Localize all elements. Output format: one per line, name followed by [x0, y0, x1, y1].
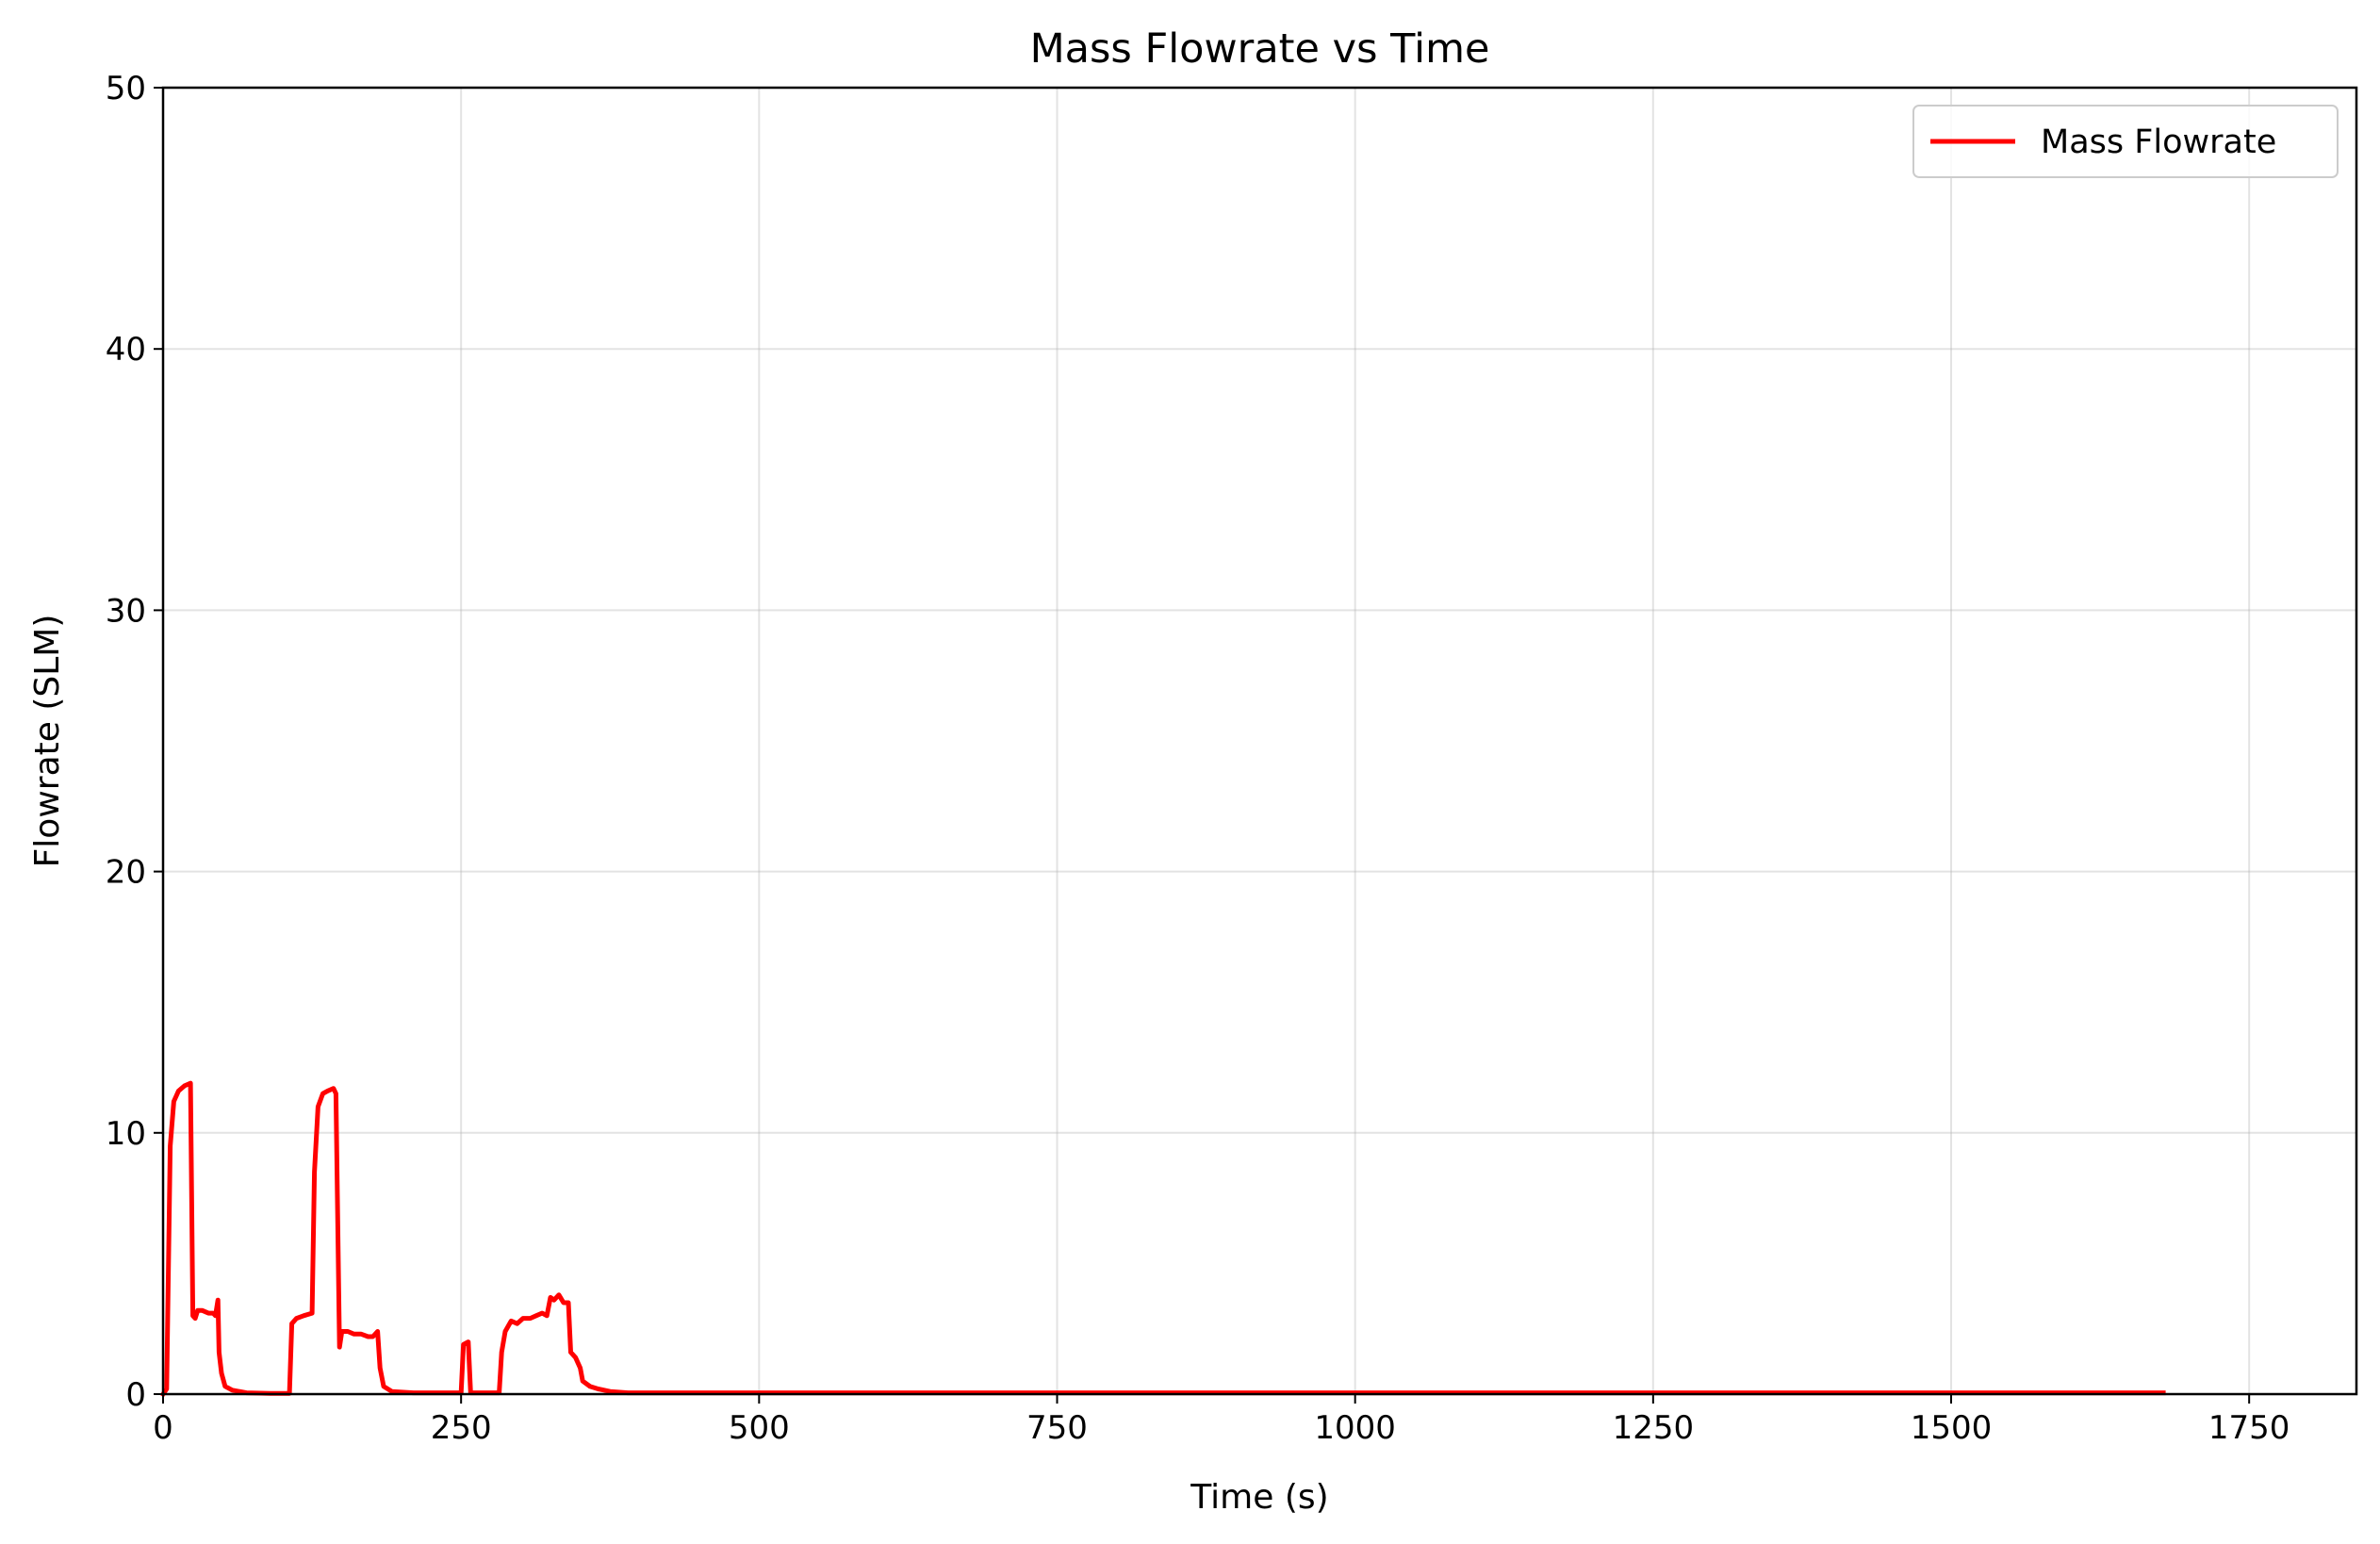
y-tick-label: 40: [106, 331, 146, 369]
y-tick-label: 20: [106, 854, 146, 892]
x-tick-label: 1750: [2208, 1409, 2290, 1447]
series-line-mass-flowrate: [159, 1080, 2166, 1398]
y-tick-label: 10: [106, 1115, 146, 1153]
x-tick-label: 1000: [1314, 1409, 1396, 1447]
chart-title: Mass Flowrate vs Time: [1030, 25, 1490, 73]
y-axis-ticks: 0 10 20 30 40 50: [106, 70, 163, 1414]
y-tick-label: 0: [125, 1376, 146, 1414]
y-tick-label: 50: [106, 70, 146, 107]
x-tick-label: 1250: [1613, 1409, 1695, 1447]
x-tick-label: 500: [729, 1409, 790, 1447]
x-axis-ticks: 0 250 500 750 1000 1250 1500 1750: [153, 1394, 2290, 1447]
legend: Mass Flowrate: [1912, 105, 2339, 178]
x-tick-label: 0: [153, 1409, 173, 1447]
x-tick-label: 1500: [1911, 1409, 1993, 1447]
y-axis-label: Flowrate (SLM): [28, 615, 67, 868]
y-tick-label: 30: [106, 592, 146, 630]
legend-label: Mass Flowrate: [2041, 123, 2276, 161]
series-layer: [159, 1080, 2166, 1398]
x-axis-label: Time (s): [1190, 1478, 1328, 1517]
legend-box: [1912, 105, 2339, 178]
x-tick-label: 250: [431, 1409, 492, 1447]
plot-area-frame: [161, 86, 2358, 1396]
x-tick-label: 750: [1026, 1409, 1088, 1447]
